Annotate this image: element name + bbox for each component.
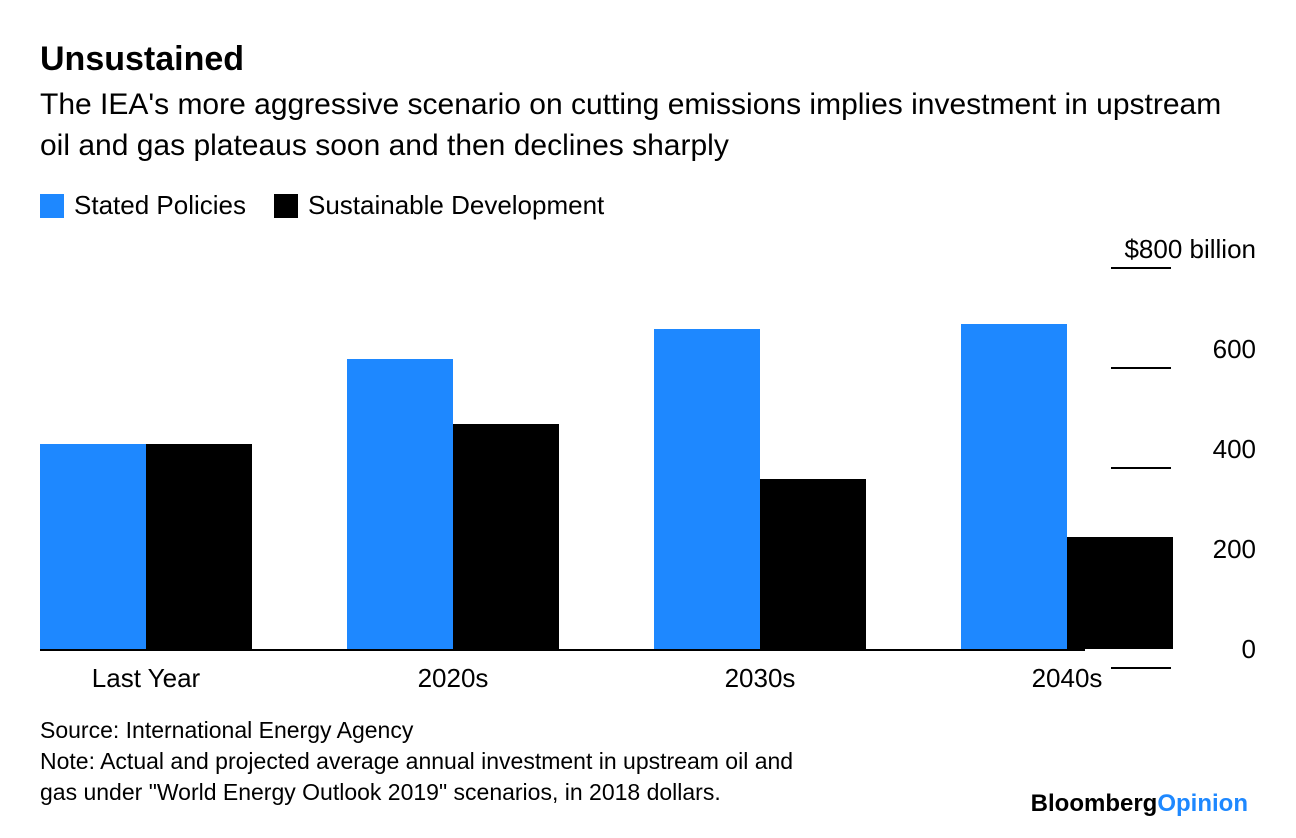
plot-area <box>40 251 1085 651</box>
bar <box>1067 537 1173 650</box>
bar <box>146 444 252 649</box>
y-tick-label: 400 <box>1213 434 1256 465</box>
x-tick-label: 2040s <box>961 663 1173 694</box>
bar <box>453 424 559 649</box>
legend-swatch-icon <box>274 194 298 218</box>
y-tick-mark <box>1111 267 1171 269</box>
chart-container: Unsustained The IEA's more aggressive sc… <box>0 0 1296 838</box>
chart-subtitle: The IEA's more aggressive scenario on cu… <box>40 85 1256 166</box>
x-tick-label: 2030s <box>654 663 866 694</box>
brand-part1: Bloomberg <box>1031 790 1158 817</box>
y-tick-label: $800 billion <box>1124 234 1256 265</box>
bar <box>347 359 453 649</box>
bar <box>40 444 146 649</box>
legend: Stated Policies Sustainable Development <box>40 190 1256 221</box>
legend-item-sustainable-development: Sustainable Development <box>274 190 604 221</box>
legend-item-stated-policies: Stated Policies <box>40 190 246 221</box>
chart-title: Unsustained <box>40 40 1256 79</box>
source-text: Source: International Energy Agency <box>40 715 1256 746</box>
brand-logo: BloombergOpinion <box>1031 790 1248 818</box>
brand-part2: Opinion <box>1157 790 1248 817</box>
legend-label: Sustainable Development <box>308 190 604 221</box>
x-tick-label: Last Year <box>40 663 252 694</box>
y-tick-mark <box>1111 567 1171 569</box>
bar <box>654 329 760 649</box>
chart-area: $800 billion 600 400 200 0 Last Year 2020s 203… <box>40 231 1256 691</box>
y-tick-label: 200 <box>1213 534 1256 565</box>
bar-group <box>961 324 1173 649</box>
note-text: Note: Actual and projected average annua… <box>40 746 820 808</box>
bar-group <box>347 359 559 649</box>
y-tick-label: 600 <box>1213 334 1256 365</box>
bar <box>760 479 866 649</box>
y-tick-mark <box>1111 367 1171 369</box>
bar-group <box>654 329 866 649</box>
legend-label: Stated Policies <box>74 190 246 221</box>
bar-group <box>40 444 252 649</box>
legend-swatch-icon <box>40 194 64 218</box>
y-tick-label: 0 <box>1242 634 1256 665</box>
x-tick-label: 2020s <box>347 663 559 694</box>
bar <box>961 324 1067 649</box>
y-tick-mark <box>1111 467 1171 469</box>
